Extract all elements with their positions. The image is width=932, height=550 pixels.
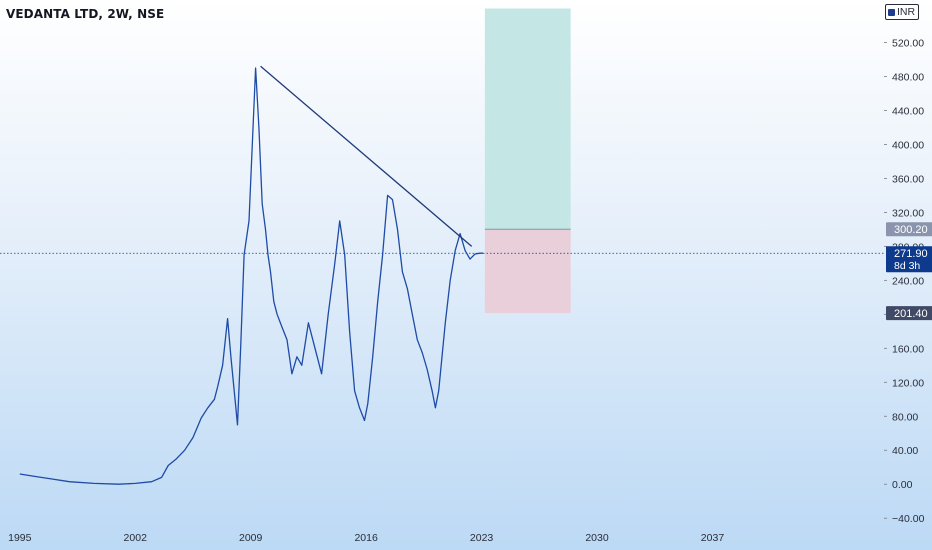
stop-level-badge[interactable]: 201.40 <box>886 306 932 320</box>
stop-level-badge-bg <box>886 306 932 321</box>
y-tick-label: 0.00 <box>892 479 913 491</box>
y-tick-label: 400.00 <box>892 139 924 151</box>
y-tick-label: 360.00 <box>892 173 924 185</box>
x-tick-label: 2037 <box>701 532 725 544</box>
y-tick-label: 520.00 <box>892 37 924 49</box>
last-price-badge-bg <box>886 246 932 273</box>
x-tick-label: 2030 <box>585 532 609 544</box>
symbol-title: VEDANTA LTD, 2W, NSE <box>6 7 165 21</box>
x-tick-label: 2002 <box>124 532 148 544</box>
y-tick-label: −40.00 <box>892 513 925 525</box>
y-tick-label: 80.00 <box>892 411 918 423</box>
y-tick-label: 320.00 <box>892 207 924 219</box>
target-level-badge-text: 300.20 <box>894 224 928 236</box>
trendline[interactable] <box>260 65 473 247</box>
x-tick-label: 2016 <box>354 532 378 544</box>
currency-selector[interactable]: INR <box>885 4 920 20</box>
target-level-badge[interactable]: 300.20 <box>886 222 932 236</box>
last-price-badge-countdown: 8d 3h <box>894 260 920 272</box>
last-price-badge-text: 271.90 <box>894 248 928 260</box>
x-tick-label: 2023 <box>470 532 494 544</box>
stop-level-badge-text: 201.40 <box>894 308 928 320</box>
y-tick-label: 120.00 <box>892 377 924 389</box>
y-tick-label: 480.00 <box>892 71 924 83</box>
x-tick-label: 1995 <box>8 532 32 544</box>
currency-label: INR <box>897 6 916 18</box>
y-tick-label: 40.00 <box>892 445 918 457</box>
loss-zone[interactable] <box>484 229 571 314</box>
profit-zone[interactable] <box>484 8 571 230</box>
currency-flag-icon <box>888 8 895 16</box>
price-series-line[interactable] <box>19 67 484 485</box>
y-tick-label: 160.00 <box>892 343 924 355</box>
target-level-badge-bg <box>886 222 932 237</box>
y-tick-label: 440.00 <box>892 105 924 117</box>
y-tick-label: 240.00 <box>892 275 924 287</box>
x-tick-label: 2009 <box>239 532 263 544</box>
